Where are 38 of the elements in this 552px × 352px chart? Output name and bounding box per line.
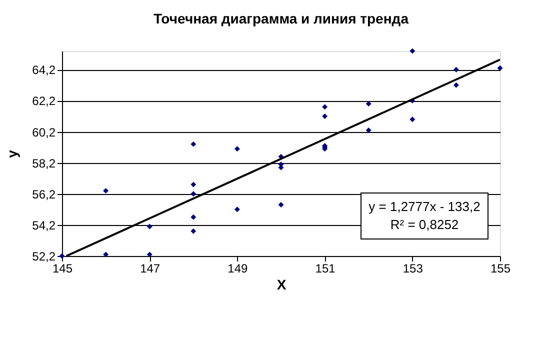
x-axis-title: X xyxy=(276,276,287,292)
x-tick-label: 147 xyxy=(140,262,160,276)
y-tick-label: 62,2 xyxy=(32,94,56,108)
x-tick-label: 145 xyxy=(52,262,73,276)
point xyxy=(234,206,240,212)
point xyxy=(497,65,503,71)
point xyxy=(190,191,196,197)
y-axis-title: y xyxy=(4,150,20,158)
x-tick-label: 149 xyxy=(228,262,248,276)
y-tick-label: 58,2 xyxy=(32,156,56,170)
point xyxy=(146,224,152,230)
point xyxy=(410,116,416,122)
point xyxy=(146,252,152,258)
point xyxy=(453,66,459,72)
annotation: y = 1,2777x - 133,2 xyxy=(368,199,480,214)
point xyxy=(103,252,109,258)
point xyxy=(190,214,196,220)
y-tick-label: 64,2 xyxy=(32,63,56,78)
point xyxy=(322,113,328,119)
x-tick-label: 153 xyxy=(402,262,424,276)
point xyxy=(190,141,196,147)
point xyxy=(366,127,372,133)
point xyxy=(322,104,328,110)
y-tick-label: 52,2 xyxy=(32,250,56,264)
y-tick-label: 60,2 xyxy=(32,125,56,140)
y-tick-label: 56,2 xyxy=(32,187,56,202)
point xyxy=(453,82,459,88)
x-tick-label: 155 xyxy=(490,262,511,276)
point xyxy=(190,228,196,234)
point xyxy=(190,182,196,188)
point xyxy=(366,101,372,107)
x-tick-label: 151 xyxy=(315,262,336,276)
y-tick-label: 54,2 xyxy=(32,218,56,232)
chart-title: Точечная диаграмма и линия тренда xyxy=(154,10,409,26)
point xyxy=(234,146,240,152)
point xyxy=(103,188,109,194)
annotation: R² = 0,8252 xyxy=(390,217,459,232)
point xyxy=(410,48,416,54)
